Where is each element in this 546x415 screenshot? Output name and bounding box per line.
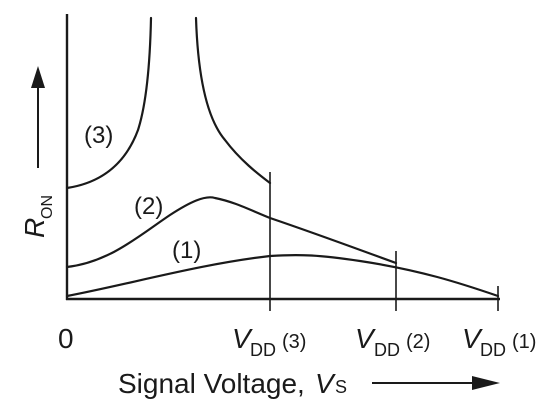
x-axis-label: Signal Voltage, V S — [118, 368, 347, 399]
x-axis-arrow-icon — [372, 376, 500, 390]
vdd3-label-subscript: DD — [250, 340, 276, 360]
y-axis-arrow-icon — [31, 66, 45, 168]
vdd1-label-subscript: DD — [480, 340, 506, 360]
x-axis-label-main: Signal Voltage, — [118, 368, 305, 399]
vdd1-label: V DD (1) — [462, 323, 536, 360]
curve-3-right-branch — [194, 16, 272, 185]
curve-3-tag: (3) — [84, 122, 113, 149]
y-axis-label: R ON — [19, 195, 56, 238]
curve-2-tag: (2) — [134, 193, 163, 220]
vdd2-label-main: V — [355, 323, 376, 354]
vdd2-label-tag: (2) — [406, 331, 430, 353]
curve-2 — [65, 196, 398, 269]
vdd1-label-tag: (1) — [512, 331, 536, 353]
x-axis-label-variable: V — [315, 368, 336, 399]
curve-1-tag: (1) — [172, 237, 201, 264]
x-axis-origin-label: 0 — [58, 323, 74, 354]
vdd3-label-main: V — [232, 323, 253, 354]
curve-3-left-branch — [65, 16, 153, 190]
y-axis-label-subscript: ON — [39, 195, 56, 219]
vdd3-label: V DD (3) — [232, 323, 306, 360]
vdd2-label: V DD (2) — [355, 323, 430, 360]
curve-1 — [65, 253, 500, 298]
x-axis-label-subscript: S — [335, 377, 347, 397]
y-axis-label-main: R — [19, 218, 50, 238]
vdd3-label-tag: (3) — [282, 331, 306, 353]
vdd2-label-subscript: DD — [374, 340, 400, 360]
vdd1-label-main: V — [462, 323, 483, 354]
